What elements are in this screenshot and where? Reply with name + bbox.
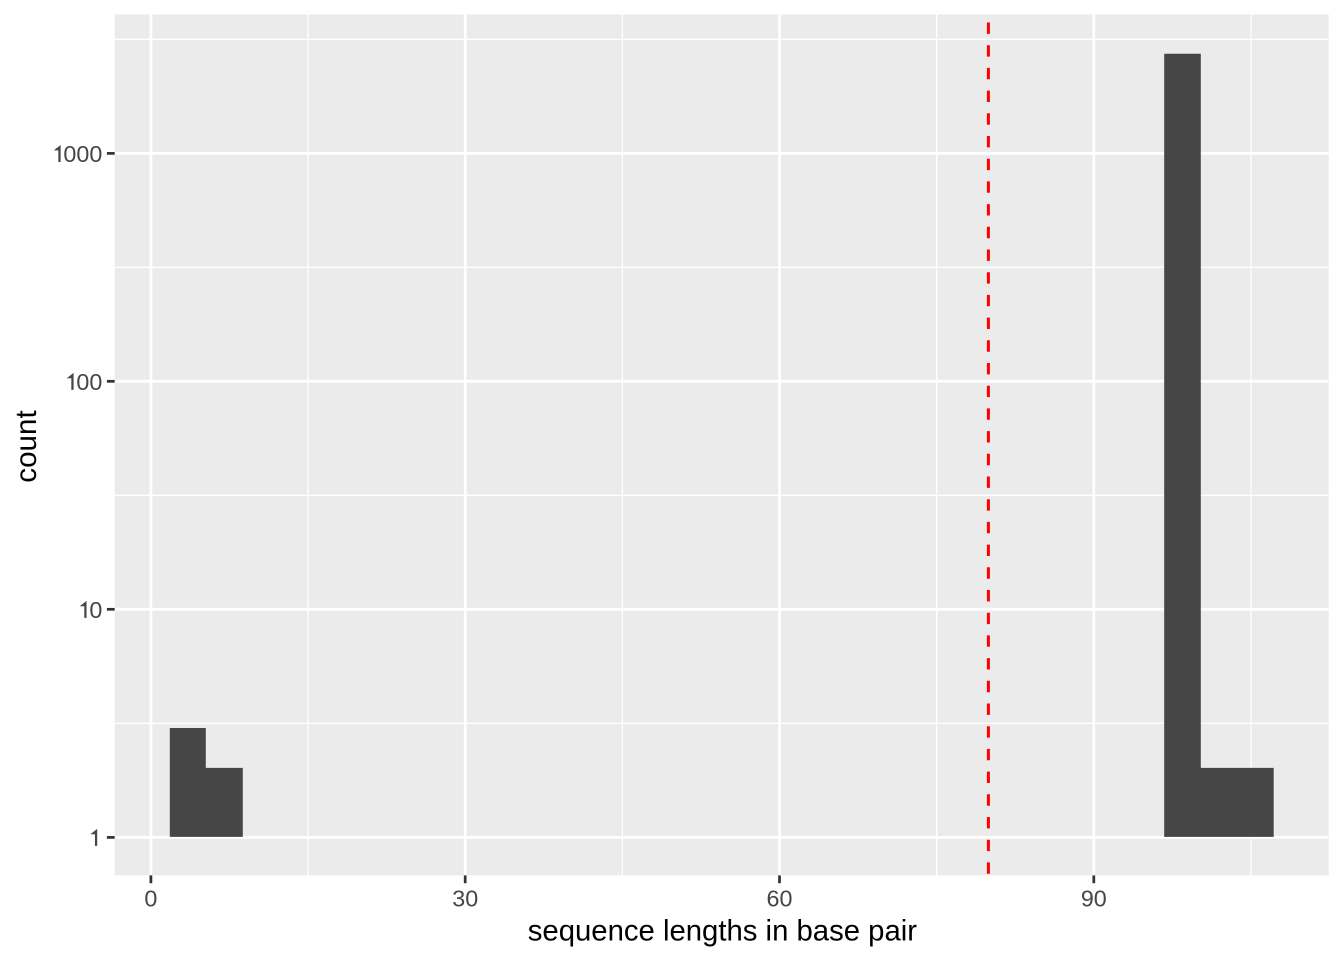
svg-text:00: 00 bbox=[76, 369, 102, 395]
svg-text:0: 0 bbox=[89, 597, 102, 623]
svg-text:sequence lengths in base pair: sequence lengths in base pair bbox=[528, 914, 918, 947]
svg-text:0: 0 bbox=[144, 886, 157, 912]
svg-text:count: count bbox=[10, 410, 43, 482]
svg-text:60: 60 bbox=[767, 886, 793, 912]
svg-text:90: 90 bbox=[1081, 886, 1107, 912]
svg-text:30: 30 bbox=[452, 886, 478, 912]
svg-text:000: 000 bbox=[63, 141, 102, 167]
